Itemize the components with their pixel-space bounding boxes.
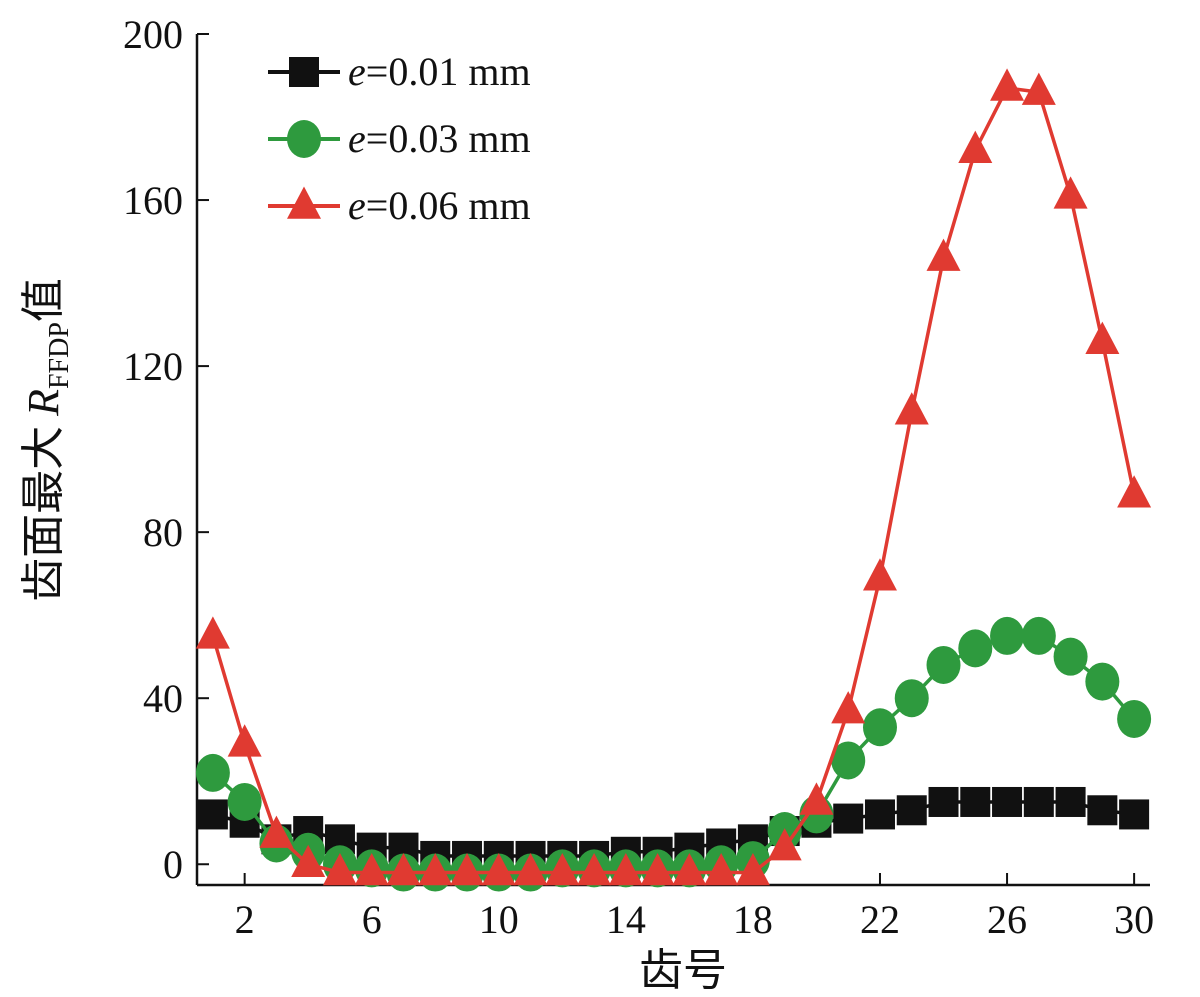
data-point [450, 852, 485, 886]
data-point [259, 815, 294, 848]
data-point [1085, 662, 1120, 701]
data-point [896, 795, 927, 826]
data-point [831, 691, 866, 724]
legend-marker [287, 186, 321, 219]
legend-label: e=0.03 mm [348, 116, 531, 161]
legend-label: e=0.06 mm [348, 183, 531, 228]
x-tick-label: 22 [860, 897, 900, 942]
data-point [992, 786, 1023, 817]
legend-entry: e=0.01 mm [268, 49, 531, 94]
legend-label-value: =0.06 mm [366, 183, 531, 228]
data-point [1117, 475, 1152, 508]
data-point [862, 708, 897, 747]
legend-label-variable: e [348, 183, 366, 228]
data-point [227, 782, 262, 821]
data-point [926, 645, 961, 684]
x-tick-label: 30 [1114, 897, 1154, 942]
y-axis-title-subscript: FFDP [44, 322, 75, 389]
data-point [1087, 795, 1118, 826]
data-point [958, 629, 993, 668]
data-point [291, 844, 326, 877]
data-point [386, 852, 421, 886]
data-point [1021, 72, 1056, 105]
data-point [960, 786, 991, 817]
data-point [195, 753, 230, 792]
legend-label: e=0.01 mm [348, 49, 531, 94]
data-point [926, 238, 961, 271]
series-layer [195, 68, 1152, 892]
data-point [990, 616, 1025, 655]
data-point [1021, 616, 1056, 655]
y-tick-label: 160 [123, 178, 183, 223]
legend: e=0.01 mme=0.03 mme=0.06 mm [268, 49, 531, 228]
data-point [704, 852, 739, 886]
data-point [864, 799, 895, 830]
x-tick-label: 14 [606, 897, 646, 942]
data-point [322, 852, 357, 886]
data-point [1117, 699, 1152, 738]
x-tick-label: 26 [987, 897, 1027, 942]
data-point [1085, 321, 1120, 354]
data-point [1023, 786, 1054, 817]
data-point [862, 558, 897, 591]
data-point [958, 130, 993, 163]
data-point [545, 852, 580, 886]
data-point [799, 782, 834, 815]
data-point [640, 852, 675, 886]
data-point [894, 392, 929, 425]
data-point [1053, 176, 1088, 209]
y-tick-label: 120 [123, 344, 183, 389]
data-point [831, 741, 866, 780]
x-tick-label: 2 [235, 897, 255, 942]
data-point [195, 616, 230, 649]
data-point [767, 828, 802, 861]
legend-label-variable: e [348, 116, 366, 161]
data-point [1119, 799, 1150, 830]
data-point [513, 852, 548, 886]
data-point [735, 852, 770, 886]
x-tick-label: 18 [733, 897, 773, 942]
data-point [608, 852, 643, 886]
data-point [197, 799, 228, 830]
legend-marker [289, 57, 319, 87]
y-axis-title-symbol: R [19, 389, 68, 417]
data-point [577, 852, 612, 886]
data-point [227, 724, 262, 757]
y-axis-title-suffix: 值 [18, 278, 69, 322]
x-tick-label: 10 [479, 897, 519, 942]
y-tick-label: 0 [163, 842, 183, 887]
data-point [928, 786, 959, 817]
x-tick-label: 6 [362, 897, 382, 942]
data-point [672, 852, 707, 886]
data-point [894, 679, 929, 718]
legend-label-variable: e [348, 49, 366, 94]
data-point [1053, 637, 1088, 676]
legend-entry: e=0.06 mm [268, 183, 531, 228]
legend-marker [287, 120, 321, 158]
legend-label-value: =0.01 mm [366, 49, 531, 94]
data-point [418, 852, 453, 886]
y-tick-label: 40 [143, 676, 183, 721]
y-tick-label: 80 [143, 510, 183, 555]
data-point [481, 852, 516, 886]
legend-label-value: =0.03 mm [366, 116, 531, 161]
legend-entry: e=0.03 mm [268, 116, 531, 161]
y-tick-label: 200 [123, 12, 183, 57]
y-axis-title: 齿面最大 RFFDP值 [18, 278, 75, 602]
data-point [354, 852, 389, 886]
x-axis-title: 齿号 [639, 945, 727, 996]
data-point [1055, 786, 1086, 817]
series-3 [195, 68, 1152, 886]
data-point [990, 68, 1025, 101]
data-point [833, 803, 864, 834]
y-axis-title-prefix: 齿面最大 [18, 426, 69, 602]
